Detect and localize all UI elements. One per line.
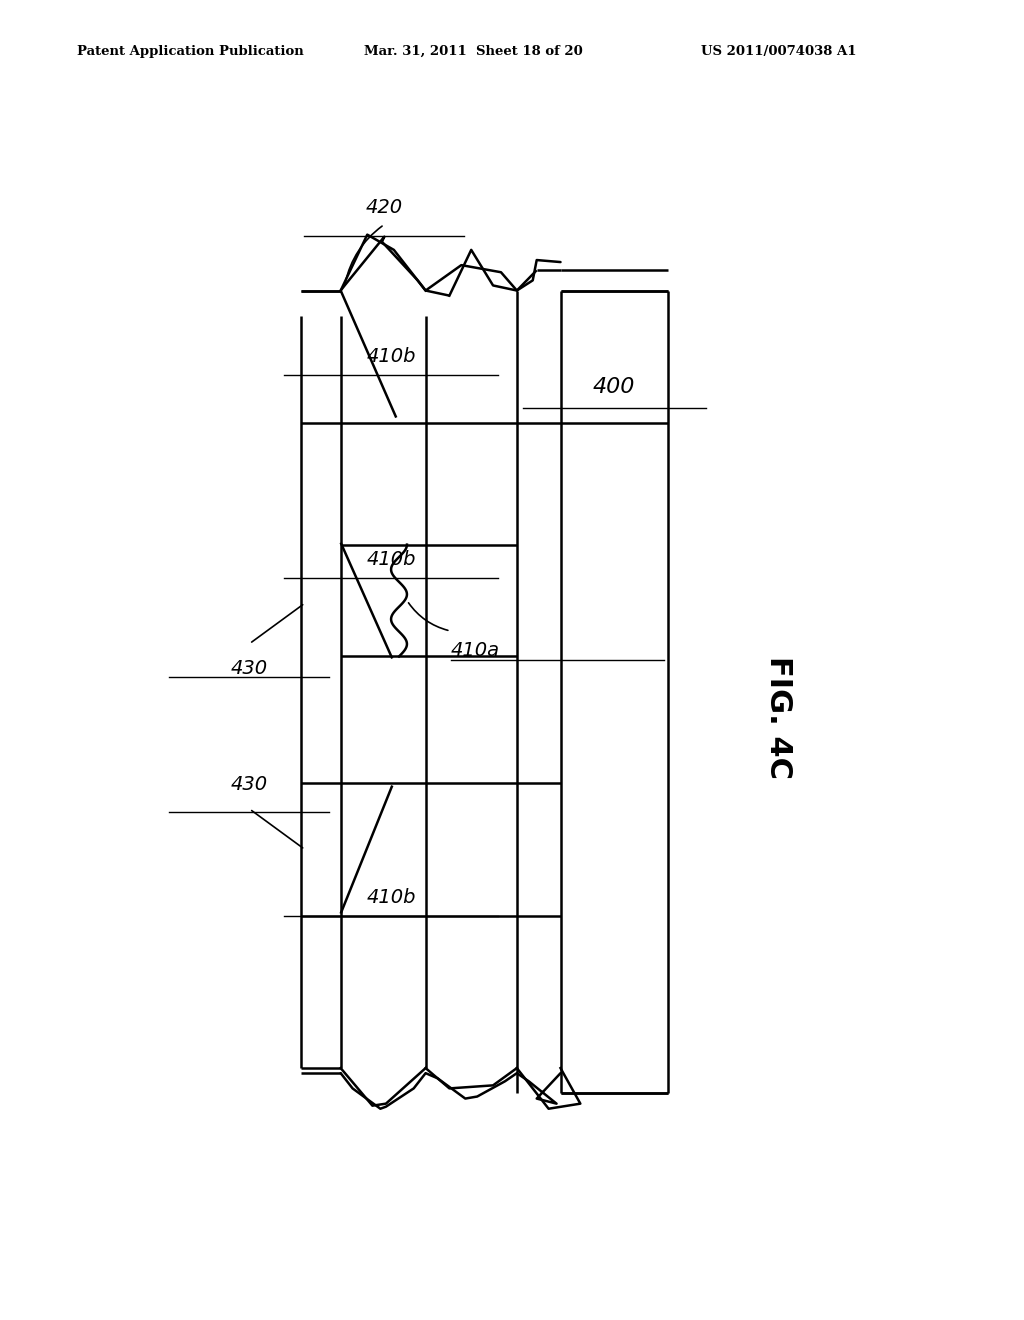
Text: 410b: 410b — [367, 550, 416, 569]
Text: 410b: 410b — [367, 347, 416, 366]
Text: Mar. 31, 2011  Sheet 18 of 20: Mar. 31, 2011 Sheet 18 of 20 — [364, 45, 583, 58]
Text: Patent Application Publication: Patent Application Publication — [77, 45, 303, 58]
Text: US 2011/0074038 A1: US 2011/0074038 A1 — [701, 45, 857, 58]
Text: 430: 430 — [230, 775, 268, 793]
Text: 410b: 410b — [367, 888, 416, 907]
Text: 430: 430 — [230, 659, 268, 678]
Text: 410a: 410a — [451, 642, 500, 660]
Text: FIG. 4C: FIG. 4C — [764, 656, 794, 779]
Text: 400: 400 — [593, 378, 635, 397]
Text: 420: 420 — [366, 198, 402, 218]
